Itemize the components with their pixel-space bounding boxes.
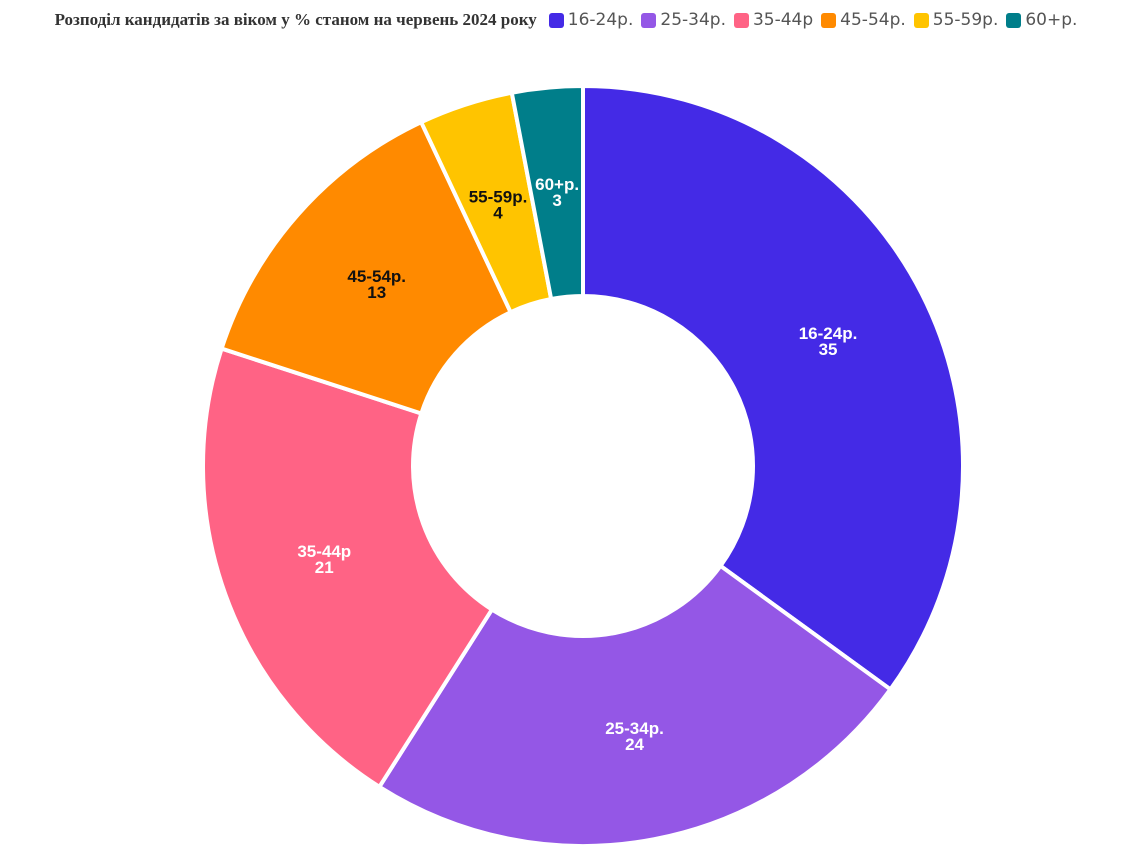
legend-swatch (913, 12, 929, 28)
legend-swatch (821, 12, 837, 28)
slice (509, 83, 585, 302)
legend-swatch (733, 12, 749, 28)
legend-item[interactable]: 35-44р (733, 10, 814, 30)
legend-item[interactable]: 55-59р. (913, 10, 999, 30)
slice-value: 13 (367, 283, 386, 302)
legend-item[interactable]: 60+р. (1006, 10, 1077, 30)
slice-label: 45-54р. (347, 267, 406, 286)
legend-label: 35-44р (752, 10, 814, 30)
legend-item[interactable]: 45-54р. (821, 10, 906, 30)
chart-title: Розподіл кандидатів за віком у % станом … (54, 10, 537, 29)
slice-value: 21 (315, 558, 334, 577)
slice (581, 83, 965, 693)
legend-swatch (641, 12, 657, 28)
legend-label: 25-34р. (660, 10, 726, 30)
slice-value: 35 (819, 340, 838, 359)
slice-value: 3 (552, 191, 561, 210)
header: Розподіл кандидатів за віком у % станом … (8, 10, 1128, 30)
legend-label: 45-54р. (840, 10, 906, 30)
slice-label: 16-24р. (799, 324, 858, 343)
legend-label: 16-24р. (567, 10, 634, 30)
slice (201, 346, 495, 790)
slice-label: 55-59р. (469, 187, 528, 206)
legend-swatch (1006, 12, 1022, 28)
slice (219, 119, 514, 416)
slice-value: 4 (493, 203, 503, 222)
slice-label: 25-34р. (605, 719, 664, 738)
legend-item[interactable]: 25-34р. (641, 10, 726, 30)
slice-label: 35-44р (297, 542, 351, 561)
legend-label: 55-59р. (932, 10, 999, 30)
legend-item[interactable]: 16-24р. (548, 10, 634, 30)
legend-swatch (548, 12, 564, 28)
legend-label: 60+р. (1025, 10, 1078, 30)
slice-label: 60+р. (535, 175, 579, 194)
slice (376, 563, 894, 847)
slice-value: 24 (625, 735, 644, 754)
